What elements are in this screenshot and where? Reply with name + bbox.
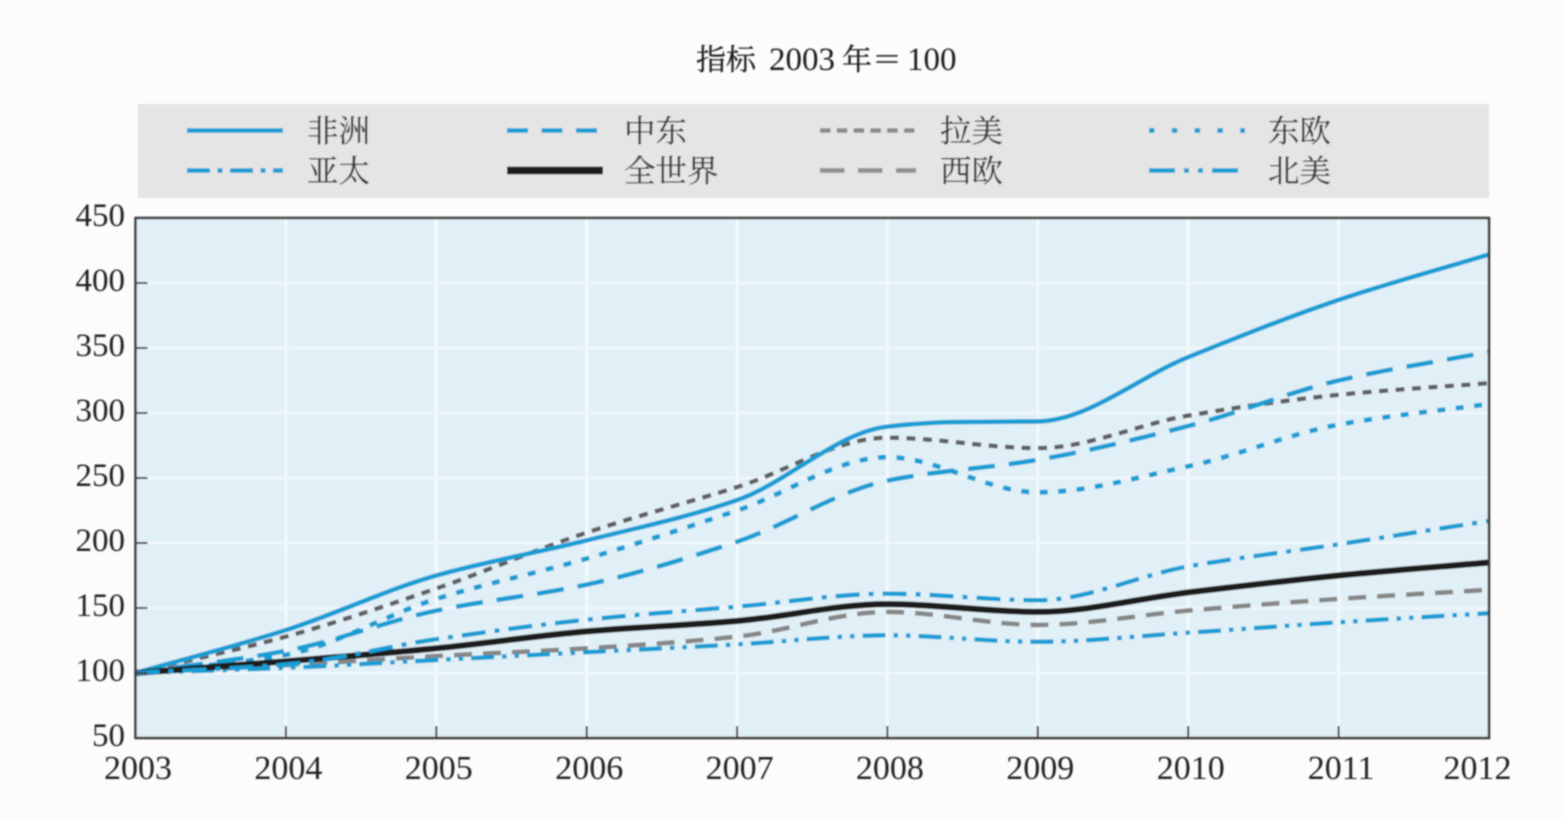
svg-text:2010: 2010 bbox=[1157, 750, 1225, 787]
svg-text:150: 150 bbox=[76, 588, 126, 624]
svg-text:2003: 2003 bbox=[104, 750, 172, 787]
svg-text:200: 200 bbox=[76, 523, 126, 559]
svg-text:2007: 2007 bbox=[706, 750, 774, 787]
svg-text:2005: 2005 bbox=[405, 750, 473, 787]
svg-text:400: 400 bbox=[76, 263, 126, 299]
svg-text:450: 450 bbox=[76, 198, 126, 234]
svg-text:50: 50 bbox=[92, 718, 125, 754]
svg-text:2003: 2003 bbox=[769, 42, 835, 78]
svg-text:350: 350 bbox=[76, 328, 126, 364]
svg-text:250: 250 bbox=[76, 458, 126, 494]
svg-text:300: 300 bbox=[76, 393, 126, 429]
svg-text:2009: 2009 bbox=[1006, 750, 1074, 787]
svg-text:100: 100 bbox=[907, 42, 957, 78]
svg-text:2012: 2012 bbox=[1444, 750, 1512, 787]
svg-text:2008: 2008 bbox=[856, 750, 924, 787]
svg-text:100: 100 bbox=[76, 653, 126, 689]
svg-text:2004: 2004 bbox=[254, 750, 322, 787]
svg-text:2011: 2011 bbox=[1308, 750, 1375, 787]
svg-text:2006: 2006 bbox=[555, 750, 623, 787]
